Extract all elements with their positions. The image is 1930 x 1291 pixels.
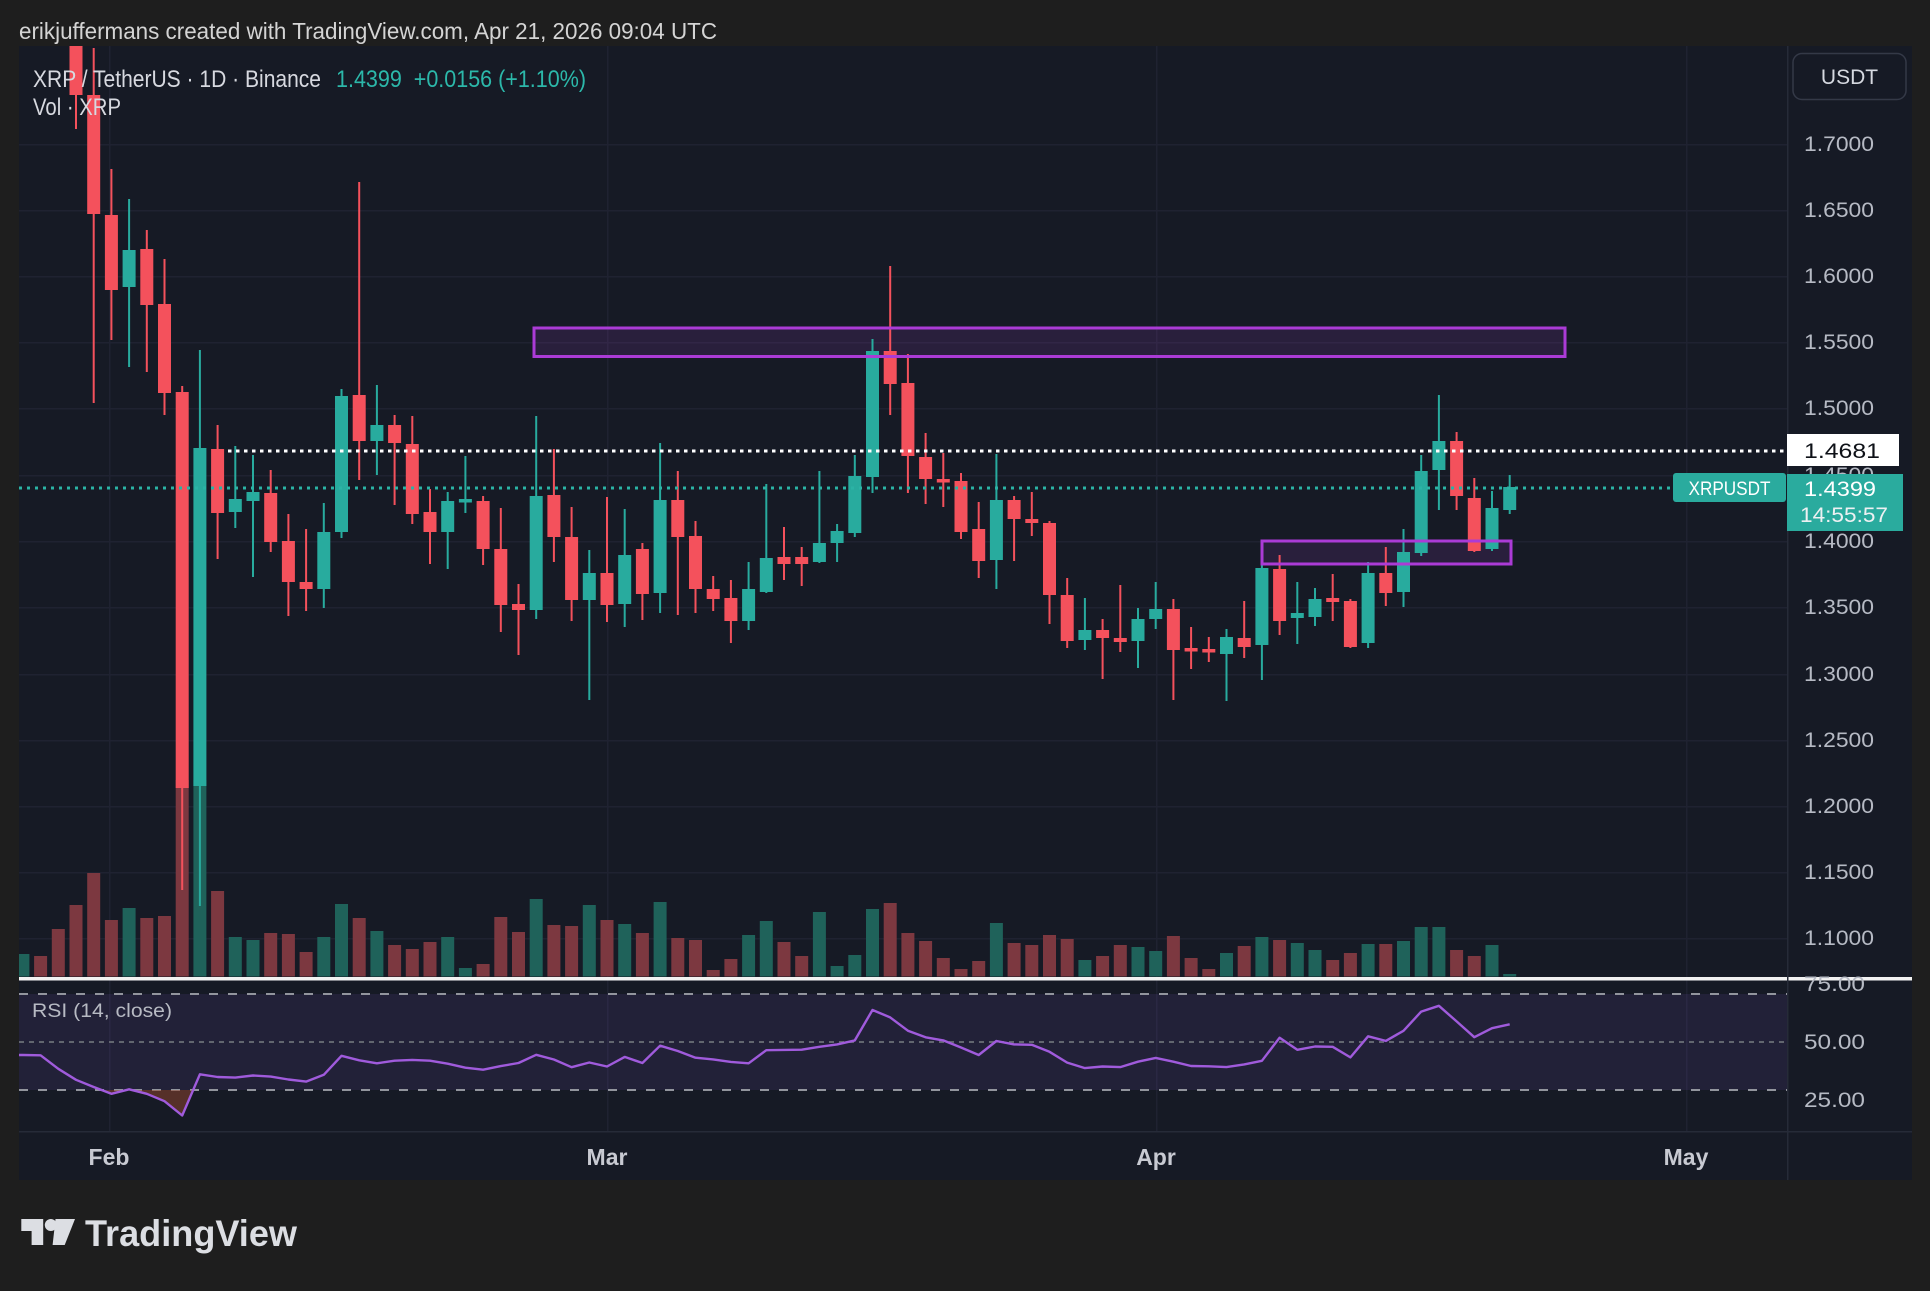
svg-text:XRPUSDT: XRPUSDT — [1689, 479, 1771, 500]
svg-text:1.4399: 1.4399 — [1804, 478, 1876, 501]
svg-text:Vol · XRP: Vol · XRP — [33, 94, 121, 121]
svg-text:1.4399 +0.0156 (+1.10%): 1.4399 +0.0156 (+1.10%) — [336, 66, 586, 93]
svg-text:Feb: Feb — [89, 1144, 130, 1170]
svg-text:Mar: Mar — [587, 1144, 628, 1170]
svg-text:1.6500: 1.6500 — [1804, 199, 1874, 222]
svg-text:1.6000: 1.6000 — [1804, 265, 1874, 288]
svg-text:1.3500: 1.3500 — [1804, 596, 1874, 619]
svg-text:1.2000: 1.2000 — [1804, 795, 1874, 818]
svg-text:1.1000: 1.1000 — [1804, 927, 1874, 950]
svg-text:erikjuffermans created with Tr: erikjuffermans created with TradingView.… — [19, 18, 717, 44]
svg-text:USDT: USDT — [1821, 66, 1878, 89]
svg-text:1.5000: 1.5000 — [1804, 397, 1874, 420]
svg-text:25.00: 25.00 — [1804, 1089, 1865, 1112]
svg-text:XRP / TetherUS · 1D · Binance: XRP / TetherUS · 1D · Binance — [33, 66, 321, 93]
svg-text:14:55:57: 14:55:57 — [1800, 504, 1888, 527]
svg-text:May: May — [1664, 1144, 1709, 1170]
svg-text:1.4681: 1.4681 — [1804, 440, 1880, 463]
svg-text:50.00: 50.00 — [1804, 1031, 1865, 1054]
svg-text:1.2500: 1.2500 — [1804, 729, 1874, 752]
svg-text:1.4000: 1.4000 — [1804, 530, 1874, 553]
svg-text:1.7000: 1.7000 — [1804, 133, 1874, 156]
svg-text:1.3000: 1.3000 — [1804, 663, 1874, 686]
svg-text:TradingView: TradingView — [85, 1213, 297, 1254]
svg-text:RSI (14, close): RSI (14, close) — [32, 1001, 172, 1022]
svg-text:1.1500: 1.1500 — [1804, 861, 1874, 884]
svg-text:1.5500: 1.5500 — [1804, 331, 1874, 354]
svg-text:75.00: 75.00 — [1804, 973, 1865, 996]
svg-text:Apr: Apr — [1136, 1144, 1176, 1170]
